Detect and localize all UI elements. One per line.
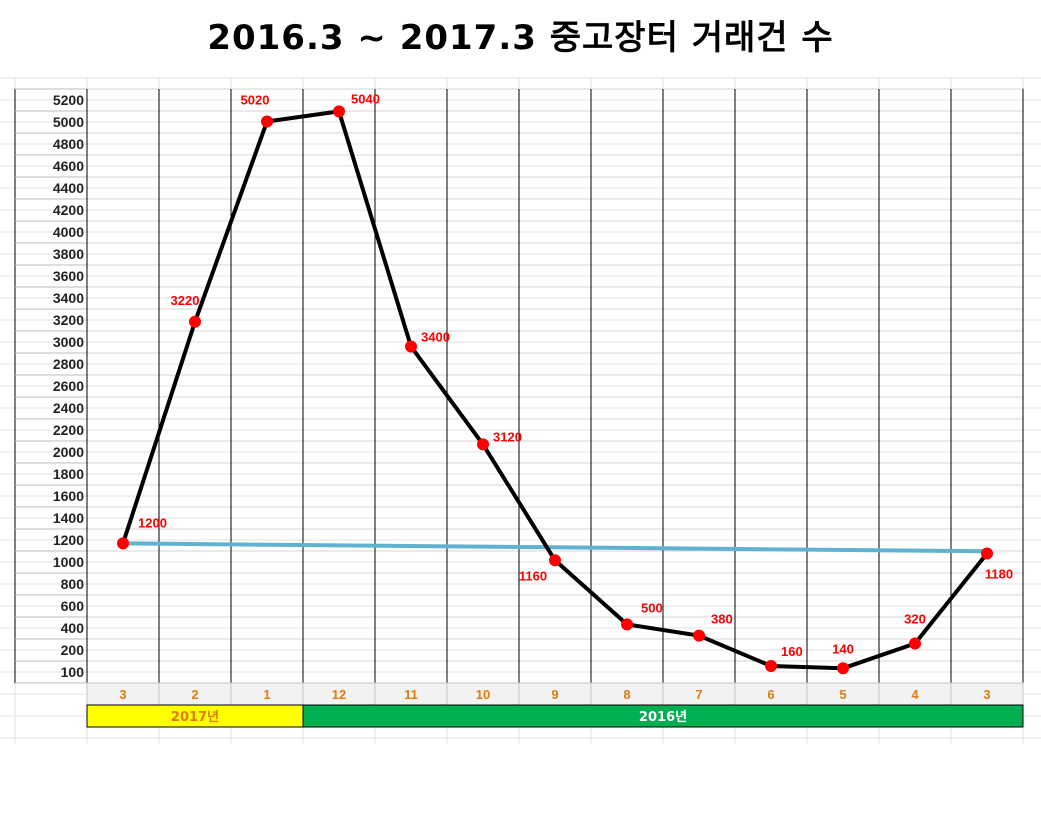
series-line — [121, 109, 989, 671]
data-label: 3120 — [493, 429, 522, 444]
x-tick-label: 2 — [191, 687, 198, 702]
y-tick-label: 1400 — [53, 510, 84, 526]
reference-line — [121, 541, 989, 554]
year-band-label: 2017년 — [171, 710, 219, 725]
data-point — [333, 105, 345, 118]
y-tick-label: 4400 — [53, 180, 84, 196]
data-point — [117, 537, 129, 550]
y-tick-label: 2000 — [53, 444, 84, 460]
x-tick-label: 11 — [404, 687, 418, 702]
y-tick-label: 200 — [61, 642, 85, 658]
data-point — [765, 660, 777, 672]
y-tick-label: 2400 — [53, 400, 84, 416]
data-point — [693, 629, 705, 642]
data-point — [837, 662, 849, 675]
column-gridlines — [86, 89, 1024, 683]
data-point — [981, 547, 993, 560]
x-tick-label: 5 — [839, 687, 846, 702]
data-label: 380 — [711, 612, 733, 627]
y-tick-label: 3600 — [53, 268, 84, 284]
x-tick-label: 4 — [911, 687, 919, 702]
y-tick-label: 2800 — [53, 356, 84, 372]
y-axis-ticks: 5200 5000 4800 4600 4400 4200 4000 3800 3600 3400… — [53, 92, 84, 680]
data-label: 500 — [641, 600, 663, 615]
y-tick-label: 3000 — [53, 334, 84, 350]
y-tick-label: 100 — [61, 664, 85, 680]
data-point — [621, 618, 633, 631]
x-tick-label: 9 — [551, 687, 558, 702]
data-label: 1160 — [519, 568, 547, 583]
x-tick-label: 6 — [767, 687, 774, 702]
reference-line-layer — [121, 541, 989, 554]
y-tick-label: 3200 — [53, 312, 84, 328]
y-tick-label: 3800 — [53, 246, 84, 262]
data-label: 140 — [832, 641, 854, 656]
y-tick-label: 1000 — [53, 554, 84, 570]
data-labels: 1200 3220 5020 5040 3400 3120 1160 500 380 160 140… — [138, 91, 1013, 659]
data-label: 1180 — [985, 567, 1013, 582]
y-tick-label: 600 — [61, 598, 85, 614]
y-tick-label: 800 — [61, 576, 85, 592]
y-tick-label: 1800 — [53, 466, 84, 482]
y-tick-label: 1600 — [53, 488, 84, 504]
x-tick-label: 8 — [623, 687, 630, 702]
x-axis-ticks: 3 2 1 12 11 10 9 8 7 6 5 4 3 — [86, 682, 1024, 706]
x-tick-label: 1 — [263, 687, 270, 702]
y-tick-label: 4800 — [53, 136, 84, 152]
spreadsheet-grid — [0, 77, 1041, 744]
data-label: 320 — [904, 612, 926, 627]
x-tick-label: 10 — [476, 687, 490, 702]
x-tick-label: 3 — [983, 687, 990, 702]
data-point — [189, 315, 201, 328]
data-point — [909, 637, 921, 650]
data-label: 5020 — [241, 93, 270, 108]
data-point — [549, 554, 561, 567]
y-tick-label: 400 — [61, 620, 85, 636]
y-tick-label: 4600 — [53, 158, 84, 174]
y-tick-label: 5000 — [53, 114, 84, 130]
data-label: 160 — [781, 644, 803, 659]
data-label: 5040 — [351, 91, 380, 106]
chart-title: 2016.3 ~ 2017.3 중고장터 거래건 수 — [207, 18, 834, 58]
x-tick-label: 7 — [695, 687, 702, 702]
year-band — [302, 704, 1024, 728]
x-tick-label: 12 — [332, 687, 346, 702]
y-tick-label: 2200 — [53, 422, 84, 438]
data-label: 1200 — [138, 515, 167, 530]
y-tick-label: 1200 — [53, 532, 84, 548]
year-bands: 2017년 2016년 — [86, 704, 1024, 728]
data-point — [261, 115, 273, 128]
data-label: 3220 — [171, 293, 200, 308]
y-tick-label: 3400 — [53, 290, 84, 306]
data-markers — [117, 105, 993, 675]
year-band-label: 2016년 — [639, 710, 687, 725]
x-tick-label: 3 — [119, 687, 126, 702]
series-line-layer — [121, 109, 989, 671]
data-label: 3400 — [421, 330, 450, 345]
y-tick-label: 4200 — [53, 202, 84, 218]
y-tick-label: 4000 — [53, 224, 84, 240]
data-point — [405, 340, 417, 353]
data-point — [477, 438, 489, 451]
y-tick-label: 2600 — [53, 378, 84, 394]
y-tick-label: 5200 — [53, 92, 84, 108]
